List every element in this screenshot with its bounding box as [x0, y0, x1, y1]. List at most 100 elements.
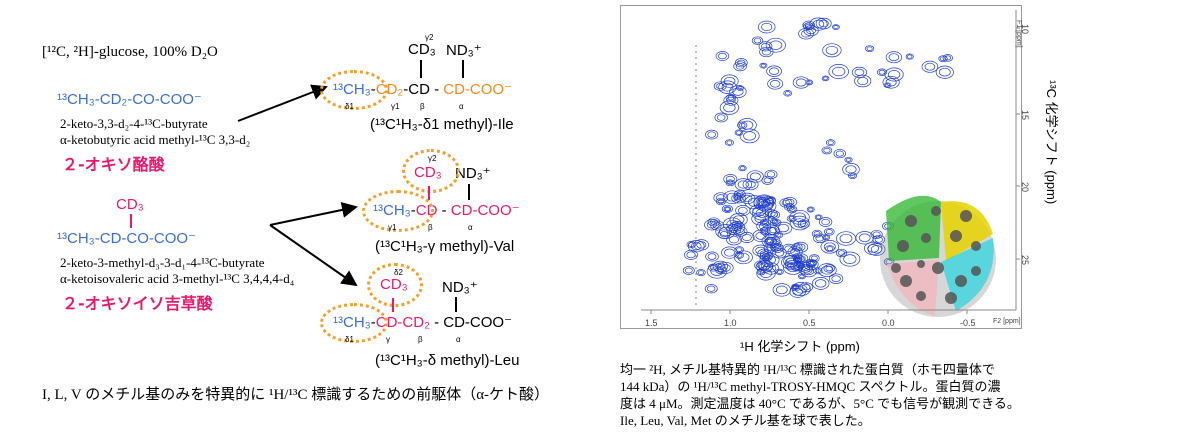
contour-peak	[835, 150, 844, 157]
contour-peak	[867, 244, 880, 253]
precursor2-japanese-name: ２-オキソイソ吉草酸	[62, 294, 213, 313]
contour-peak	[726, 233, 742, 246]
artifact-dot	[695, 303, 697, 305]
artifact-dot	[695, 183, 697, 185]
caption-line-3: 度は 4 μM。測定温度は 40°C であるが、5°C でも信号が観測できる。	[620, 396, 1020, 411]
contour-peak	[727, 180, 734, 186]
reaction-arrows	[237, 84, 358, 287]
val-methyl-highlight	[362, 190, 434, 232]
contour-peak	[766, 225, 780, 235]
contour-peak	[858, 233, 871, 243]
contour-peak	[791, 284, 801, 292]
contour-peak	[716, 83, 725, 90]
contour-peak	[756, 262, 766, 269]
contour-peak	[815, 279, 827, 288]
artifact-dot	[695, 231, 697, 233]
contour-peak	[783, 90, 793, 97]
contour-peak	[833, 25, 839, 30]
precursor1-name-2: α-ketobutyric acid methyl-¹³C 3,3-d₂	[60, 132, 251, 147]
contour-peak	[823, 147, 831, 154]
contour-peak	[803, 258, 819, 271]
contour-peak	[758, 41, 773, 52]
contour-peak	[800, 265, 817, 278]
contour-peak	[779, 198, 793, 208]
contour-peak	[799, 274, 805, 279]
contour-peak	[808, 207, 814, 212]
nmr-spectrum	[641, 10, 1020, 317]
contour-peak	[731, 193, 746, 204]
artifact-dot	[695, 123, 697, 125]
precursor2-cd3: CD₃	[116, 196, 144, 213]
contour-peak	[747, 197, 761, 207]
x-axis-label: ¹H 化学シフト (ppm)	[740, 339, 860, 354]
contour-peak	[822, 234, 831, 241]
contour-peak	[763, 254, 773, 261]
contour-peak	[733, 194, 744, 202]
contour-peak	[803, 267, 815, 276]
contour-peak	[761, 22, 773, 32]
contour-peak	[938, 67, 951, 77]
contour-peak	[774, 221, 793, 235]
val-caption: (¹³C¹H₃-γ methyl)-Val	[375, 238, 515, 255]
contour-peak	[752, 229, 770, 242]
contour-peak	[760, 63, 766, 68]
contour-peak	[705, 129, 719, 140]
contour-peak	[713, 81, 727, 91]
contour-peak	[818, 19, 829, 28]
contour-peak	[758, 222, 769, 230]
contour-peak	[737, 59, 746, 66]
contour-peak	[882, 76, 900, 89]
contour-peaks	[682, 17, 954, 305]
contour-peak	[736, 85, 744, 91]
artifact-dot	[695, 51, 697, 53]
x-tick-5: -0.5	[960, 318, 976, 328]
artifact-dot	[695, 291, 697, 293]
contour-peak	[814, 214, 823, 221]
contour-peak	[805, 79, 814, 86]
contour-peak	[684, 249, 698, 260]
contour-peak	[832, 66, 846, 77]
contour-peak	[788, 207, 796, 212]
leu-label-delta1: δ1	[345, 335, 354, 344]
contour-peak	[737, 180, 749, 189]
contour-peak	[792, 287, 803, 296]
contour-peak	[722, 217, 742, 232]
contour-peak	[733, 61, 747, 72]
contour-peak	[870, 229, 883, 239]
contour-peak	[737, 121, 748, 130]
contour-peak	[725, 179, 735, 187]
contour-peak	[795, 243, 806, 251]
precursor2-formula-text: ¹³CH₃-CD-CO-COO⁻	[57, 230, 196, 247]
contour-peak	[771, 244, 780, 250]
artifact-dot	[695, 297, 697, 299]
y-tick-1: 10	[1020, 24, 1030, 35]
contour-peak	[793, 255, 805, 264]
contour-peak	[845, 157, 852, 162]
precursor1-formula-text: ¹³CH₃-CD₂-CO-COO⁻	[57, 91, 202, 108]
ile-methyl-highlight	[320, 70, 388, 110]
leu-caption: (¹³C¹H₃-δ methyl)-Leu	[375, 352, 520, 369]
contour-peak	[770, 211, 778, 218]
contour-peak	[713, 192, 729, 204]
contour-peak	[806, 206, 815, 213]
contour-peak	[795, 78, 807, 87]
nmr-spectrum-panel: 1.5 1.0 0.5 0.0 -0.5 F2 [ppm]	[620, 5, 1022, 329]
contour-peak	[734, 246, 744, 254]
contour-peak	[770, 80, 781, 88]
contour-peak	[857, 76, 869, 86]
contour-peak	[725, 175, 735, 183]
contour-peak	[907, 54, 913, 59]
contour-peak	[781, 255, 802, 270]
contour-peak	[775, 268, 784, 275]
contour-peak	[944, 55, 952, 61]
artifact-dot	[695, 99, 697, 101]
artifact-dot	[695, 261, 697, 263]
contour-peak	[792, 253, 803, 261]
contour-peak	[811, 229, 823, 238]
ile-bond-2	[462, 60, 464, 78]
contour-peak	[854, 68, 865, 76]
contour-peak	[825, 45, 839, 55]
contour-peak	[784, 91, 791, 96]
contour-peak	[735, 205, 751, 216]
contour-peak	[737, 86, 743, 90]
